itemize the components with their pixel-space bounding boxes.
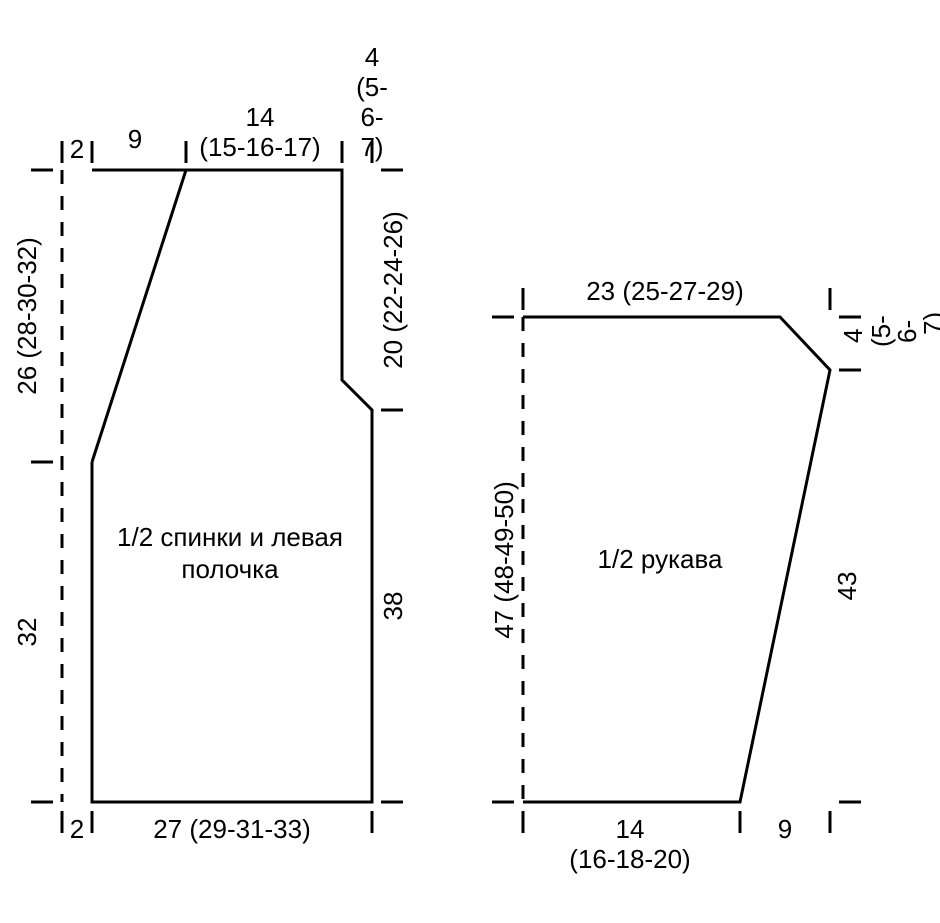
body-top-9: 9: [128, 124, 142, 154]
sleeve-right: 43: [832, 572, 862, 601]
body-top-14-alt: (15-16-17): [199, 132, 320, 162]
body-top-4c: 7): [360, 132, 383, 162]
body-bottom-main: 27 (29-31-33): [153, 814, 311, 844]
body-left-lower: 32: [12, 618, 42, 647]
sleeve-b14: 14: [616, 814, 645, 844]
body-right-upper: 20 (22-24-26): [378, 211, 408, 369]
body-slope: [92, 170, 186, 462]
sleeve-title: 1/2 рукава: [598, 544, 723, 574]
body-title-2: полочка: [181, 554, 279, 584]
body-top-14: 14: [246, 102, 275, 132]
sleeve-top: 23 (25-27-29): [586, 276, 744, 306]
sleeve-b9: 9: [778, 814, 792, 844]
body-top-4: 4: [365, 42, 379, 72]
body-left-upper: 26 (28-30-32): [12, 237, 42, 395]
body-bottom-2: 2: [70, 814, 84, 844]
sleeve-r4: 4: [838, 329, 868, 343]
sleeve-left: 47 (48-49-50): [489, 481, 519, 639]
sleeve-b14a: (16-18-20): [569, 844, 690, 874]
body-outline: [92, 170, 372, 802]
body-top-2: 2: [70, 134, 84, 164]
sleeve-r4c: 7): [918, 312, 940, 335]
body-title-1: 1/2 спинки и левая: [117, 522, 343, 552]
body-top-4a: (5-: [356, 72, 388, 102]
body-right-lower: 38: [378, 592, 408, 621]
body-top-4b: 6-: [360, 102, 383, 132]
